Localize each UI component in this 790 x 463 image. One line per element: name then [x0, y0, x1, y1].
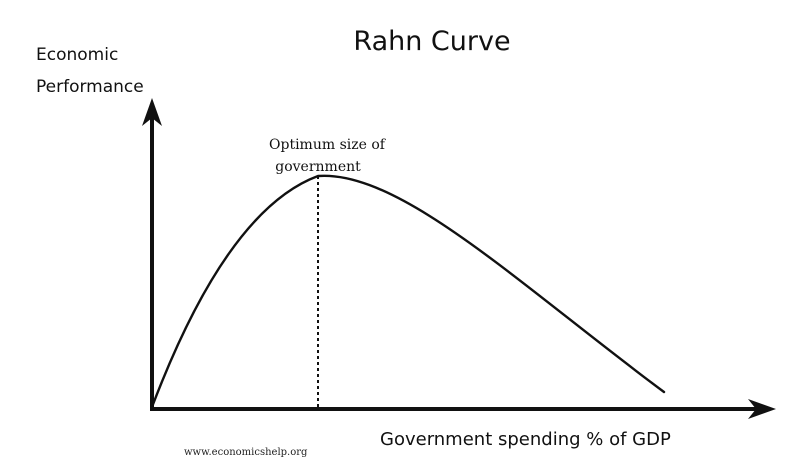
rahn-curve — [150, 174, 666, 409]
optimum-annotation-line-2: government — [275, 159, 361, 175]
y-axis-arrow — [142, 98, 162, 126]
x-axis-label: Government spending % of GDP — [380, 429, 671, 450]
y-axis-label-line-2: Performance — [36, 77, 144, 97]
x-axis-arrow — [748, 399, 776, 419]
diagram-title: Rahn Curve — [353, 26, 510, 57]
optimum-annotation-line-1: Optimum size of — [269, 137, 387, 153]
source-text: www.economicshelp.org — [184, 447, 308, 458]
y-axis-label-line-1: Economic — [36, 45, 118, 65]
axes — [150, 112, 760, 411]
